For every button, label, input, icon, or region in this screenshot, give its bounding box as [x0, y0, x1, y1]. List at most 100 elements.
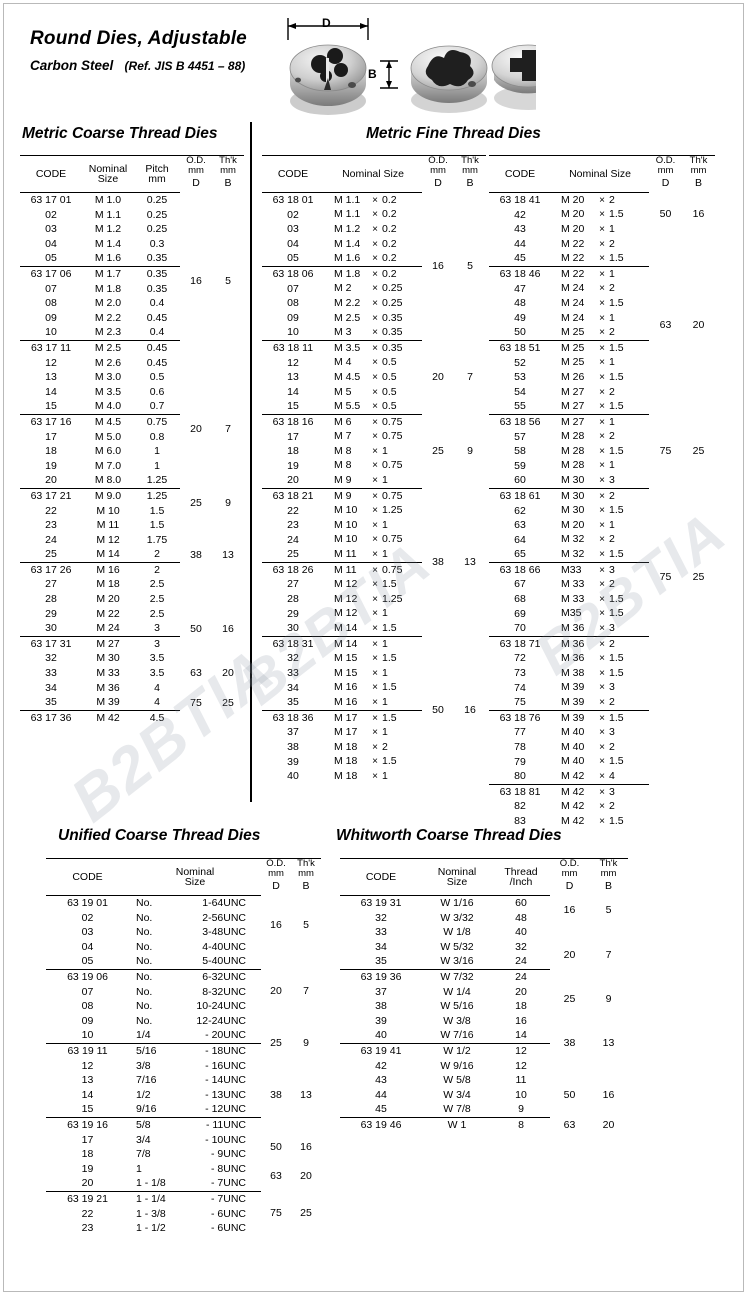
table-row: 63 19 41 W 1/2 12 — [340, 1042, 628, 1059]
table-row: 20 1 - 1/8- 7UNC — [46, 1176, 321, 1191]
od-value: 50 — [432, 703, 444, 716]
row-nominal-size: No. 4-40UNC — [136, 940, 246, 953]
row-code: 52 — [514, 356, 526, 369]
row-nominal-size: M 36 — [96, 681, 120, 694]
code-header: CODE — [504, 167, 536, 180]
table-row: 15 9/16- 12UNC — [46, 1102, 321, 1117]
thk-value: 13 — [222, 548, 234, 561]
row-nominal-size: 1 - 1/8- 7UNC — [136, 1177, 246, 1190]
row-nominal-size: M 3.5 — [94, 385, 122, 398]
row-nominal-size: M 1.4 × 0.2 — [334, 237, 397, 250]
row-nominal-size: M 25 × 1.5 — [551, 339, 649, 356]
od-sub-header: D — [565, 880, 574, 893]
row-threads-per-inch: 12 — [515, 1059, 527, 1072]
row-nominal-size: M 20 × 1.5 — [561, 208, 624, 221]
table-row: 42 W 9/16 12 — [340, 1059, 628, 1074]
table-row: 04 No. 4-40UNC — [46, 940, 321, 955]
row-nominal-size: M 32 × 1.5 — [561, 548, 624, 561]
table-row: 42 M 20 × 1.5 — [489, 208, 715, 223]
row-code: 02 — [45, 208, 57, 221]
row-code: 35 — [375, 955, 387, 968]
table-row: 17 3/4- 10UNC 50 16 — [46, 1133, 321, 1152]
row-nominal-size: M 40 × 2 — [561, 740, 615, 753]
table-row: 17 M 5.0 0.8 — [20, 430, 244, 445]
row-nominal-size: M 25 × 2 — [561, 326, 615, 339]
row-nominal-size: M 4.0 — [94, 400, 122, 413]
table-row: 33 W 1/8 40 20 7 — [340, 925, 628, 960]
table-row: 69 M35 × 1.5 — [489, 607, 715, 622]
row-nominal-size: M 18 × 1.5 — [334, 755, 397, 768]
od-value: 25 — [432, 445, 444, 458]
table-row: 23 M 10 × 1 — [262, 518, 486, 533]
table-row: 22 M 10 × 1.25 — [262, 503, 486, 518]
row-nominal-size: M 12 — [96, 533, 120, 546]
row-code: 07 — [45, 282, 57, 295]
table-row: 20 M 8.0 1.25 — [20, 473, 244, 488]
table-row: 63 18 06 M 1.8 × 0.2 — [262, 265, 486, 282]
table-row: 70 M 36 × 3 — [489, 621, 715, 636]
row-code: 07 — [81, 985, 94, 998]
row-nominal-size: M 16 × 1 — [334, 695, 388, 708]
row-nominal-size: M 2.0 — [94, 297, 122, 310]
row-threads-per-inch: 10 — [515, 1088, 527, 1101]
row-nominal-size: M 32 × 2 — [561, 533, 615, 546]
table-row: 35 M 39 4 — [20, 695, 244, 710]
row-pitch: 3.5 — [149, 652, 165, 665]
row-nominal-size: M 5 × 0.5 — [334, 385, 397, 398]
row-nominal-size: M 3.5 × 0.35 — [324, 339, 422, 356]
row-code: 33 — [287, 667, 299, 680]
row-pitch: 0.25 — [146, 223, 168, 236]
od-sub-header: D — [272, 880, 280, 893]
table-row: 54 M 27 × 2 — [489, 385, 715, 400]
row-pitch: 1.5 — [149, 504, 165, 517]
table-row: 13 M 4.5 × 0.5 — [262, 370, 486, 385]
row-nominal-size: W 3/32 — [440, 911, 474, 924]
code-header: CODE — [35, 167, 67, 180]
row-pitch: 0.4 — [149, 326, 165, 339]
row-code: 63 18 71 — [489, 635, 551, 652]
row-code: 47 — [514, 282, 526, 295]
table-row: 12 M 2.6 0.45 — [20, 356, 244, 371]
row-nominal-size: M 22 × 1.5 — [561, 252, 624, 265]
row-nominal-size: M 30 — [96, 652, 120, 665]
row-pitch: 0.35 — [134, 265, 180, 282]
row-nominal-size: M 9 × 0.75 — [324, 487, 422, 504]
row-code: 13 — [81, 1074, 94, 1087]
row-nominal-size: M 6.0 — [94, 445, 122, 458]
row-threads-per-inch: 9 — [518, 1103, 524, 1116]
thk-sub-header: B — [604, 880, 612, 893]
table-row: 12 M 4 × 0.5 — [262, 356, 486, 371]
table-row: 27 M 18 2.5 — [20, 577, 244, 592]
section-title-unified-coarse: Unified Coarse Thread Dies — [58, 827, 261, 844]
od-value: 50 — [659, 208, 672, 221]
table-row: 62 M 30 × 1.5 — [489, 503, 715, 518]
table-row: 05 M 1.6 0.35 — [20, 251, 244, 266]
table-row: 63 18 01 M 1.1 × 0.2 16 5 — [262, 191, 486, 271]
row-nominal-size: M 28 × 1 — [561, 459, 615, 472]
row-code: 05 — [45, 252, 57, 265]
row-nominal-size: M 24 — [96, 622, 120, 635]
od-value: 50 — [563, 1089, 576, 1102]
row-code: 63 18 61 — [489, 487, 551, 504]
row-nominal-size: M 39 × 1.5 — [551, 709, 649, 726]
row-nominal-size: 7/16- 14UNC — [136, 1074, 246, 1087]
table-row: 40 W 7/16 14 — [340, 1028, 628, 1043]
row-code: 63 17 11 — [20, 339, 82, 356]
row-code: 22 — [81, 1207, 94, 1220]
row-nominal-size: M 39 × 2 — [561, 695, 615, 708]
row-code: 63 17 21 — [20, 487, 82, 504]
table-row: 63 18 51 M 25 × 1.5 — [489, 339, 715, 356]
table-row: 35 M 16 × 1 — [262, 695, 486, 710]
row-nominal-size: M 7 × 0.75 — [334, 430, 403, 443]
row-code: 63 19 41 — [340, 1042, 422, 1059]
row-code: 10 — [45, 326, 57, 339]
od-value: 63 — [563, 1118, 576, 1131]
thk-value: 5 — [225, 275, 231, 288]
row-pitch: 1.75 — [146, 533, 168, 546]
od-value: 20 — [432, 371, 444, 384]
thk-value: 5 — [303, 918, 309, 931]
row-code: 50 — [514, 326, 526, 339]
row-nominal-size: M 1.8 — [94, 282, 122, 295]
row-code: 15 — [287, 400, 299, 413]
row-nominal-size: M 20 — [96, 593, 120, 606]
